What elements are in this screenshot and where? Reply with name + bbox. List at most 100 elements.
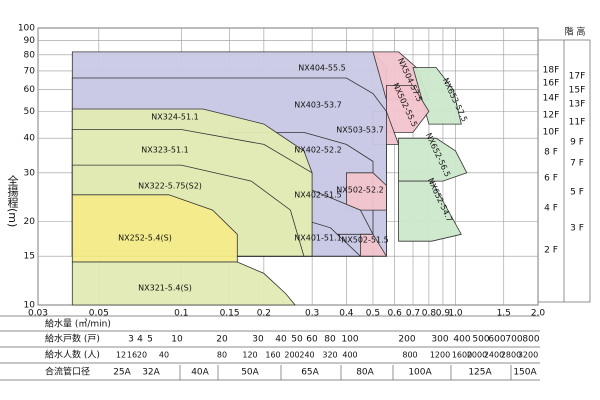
floor-label: 17F bbox=[569, 72, 586, 82]
pipe-label: 50A bbox=[241, 368, 259, 378]
x-tick-label: 0.5 bbox=[366, 309, 380, 319]
x-tick-label: 0.2 bbox=[257, 309, 271, 319]
x-tick-label: 2.0 bbox=[531, 309, 546, 319]
x-tick-label: 0.6 bbox=[387, 309, 402, 319]
people-label: 2400 bbox=[484, 351, 504, 360]
household-label: 800 bbox=[522, 335, 539, 345]
floor-label: 18F bbox=[543, 66, 560, 76]
floor-label: 15F bbox=[569, 86, 586, 96]
region-label: NX324-51.1 bbox=[151, 113, 198, 122]
floor-label: 12F bbox=[543, 111, 560, 121]
floor-label: 13F bbox=[569, 100, 586, 110]
region-label: NX404-55.5 bbox=[298, 64, 345, 73]
x-tick-label: 0.8 bbox=[422, 309, 437, 319]
people-label: 1600 bbox=[452, 351, 472, 360]
people-label: 120 bbox=[242, 351, 257, 360]
household-label: 20 bbox=[216, 335, 228, 345]
people-label: 2800 bbox=[501, 351, 521, 360]
region-label: NX502-52.2 bbox=[336, 186, 383, 195]
region-label: NX403-53.7 bbox=[294, 101, 341, 110]
y-tick-label: 80 bbox=[24, 50, 36, 60]
x-tick-label: 0.3 bbox=[305, 309, 319, 319]
region-label: NX323-51.1 bbox=[141, 146, 188, 155]
people-label: 20 bbox=[137, 351, 147, 360]
household-label: 50 bbox=[291, 335, 303, 345]
household-label: 5 bbox=[147, 335, 153, 345]
region-label: NX322-5.75(S2) bbox=[138, 182, 202, 191]
pipe-label: 32A bbox=[142, 368, 160, 378]
floor-label: 11F bbox=[569, 118, 586, 128]
household-label: 3 bbox=[128, 335, 134, 345]
pipe-label: 100A bbox=[408, 368, 432, 378]
household-label: 500 bbox=[472, 335, 489, 345]
floor-label: 16F bbox=[543, 79, 560, 89]
people-label: 16 bbox=[127, 351, 137, 360]
region-label: NX402-51.5 bbox=[294, 191, 341, 200]
x-tick-label: 1.0 bbox=[448, 309, 463, 319]
region-label: NX401-51.1 bbox=[294, 234, 341, 243]
y-tick-label: 20 bbox=[24, 217, 36, 227]
people-label: 400 bbox=[342, 351, 357, 360]
x-tick-label: 0.05 bbox=[89, 309, 109, 319]
row-label: 給水人数 (人) bbox=[45, 349, 100, 361]
household-label: 700 bbox=[505, 335, 522, 345]
floor-label: 2 F bbox=[544, 246, 558, 256]
household-label: 30 bbox=[252, 335, 264, 345]
row-label: 給水戸数 (戸) bbox=[45, 333, 100, 345]
region-label: NX252-5.4(S) bbox=[118, 234, 172, 243]
floor-label: 14F bbox=[543, 94, 560, 104]
people-label: 240 bbox=[299, 351, 314, 360]
household-label: 60 bbox=[306, 335, 318, 345]
household-label: 40 bbox=[275, 335, 287, 345]
x-tick-label: 0.03 bbox=[28, 309, 48, 319]
pump-region bbox=[398, 180, 462, 242]
household-label: 600 bbox=[488, 335, 505, 345]
people-label: 2000 bbox=[467, 351, 487, 360]
region-label: NX502-51.5 bbox=[341, 236, 388, 245]
pipe-label: 25A bbox=[113, 368, 131, 378]
y-tick-label: 10 bbox=[24, 301, 36, 311]
y-tick-label: 15 bbox=[24, 252, 35, 262]
floor-label: 5 F bbox=[570, 188, 584, 198]
y-axis-title: 全揚程(m) bbox=[6, 174, 19, 228]
people-label: 40 bbox=[159, 351, 169, 360]
region-label: NX503-53.7 bbox=[336, 126, 383, 135]
pipe-label: 80A bbox=[356, 368, 374, 378]
x-tick-label: 0.9 bbox=[436, 309, 451, 319]
y-tick-label: 70 bbox=[24, 66, 36, 76]
y-tick-label: 40 bbox=[24, 134, 36, 144]
household-label: 100 bbox=[341, 335, 358, 345]
x-tick-label: 0.7 bbox=[406, 309, 420, 319]
y-tick-label: 50 bbox=[24, 107, 36, 117]
people-label: 1200 bbox=[430, 351, 450, 360]
region-label: NX402-52.2 bbox=[294, 146, 341, 155]
y-tick-label: 60 bbox=[24, 85, 36, 95]
x-tick-label: 0.4 bbox=[339, 309, 354, 319]
x-tick-label: 1.5 bbox=[497, 309, 511, 319]
household-label: 200 bbox=[398, 335, 415, 345]
people-label: 160 bbox=[265, 351, 280, 360]
floor-label: 6 F bbox=[544, 174, 558, 184]
people-label: 12 bbox=[116, 351, 126, 360]
floor-label: 4 F bbox=[544, 204, 558, 214]
x-tick-label: 0.15 bbox=[220, 309, 240, 319]
household-label: 4 bbox=[137, 335, 143, 345]
pump-region bbox=[71, 261, 296, 306]
floor-label: 9 F bbox=[570, 138, 584, 148]
y-tick-label: 90 bbox=[24, 36, 36, 46]
row-label: 合流管口径 bbox=[45, 366, 90, 378]
x-tick-label: 0.1 bbox=[174, 309, 188, 319]
floor-label: 3 F bbox=[570, 224, 584, 234]
y-tick-label: 100 bbox=[18, 24, 35, 34]
floor-label: 10F bbox=[543, 128, 560, 138]
pipe-label: 125A bbox=[468, 368, 492, 378]
people-label: 80 bbox=[217, 351, 227, 360]
household-label: 80 bbox=[324, 335, 336, 345]
people-label: 200 bbox=[284, 351, 299, 360]
row-label: 給水量 (㎥/min) bbox=[45, 318, 111, 330]
household-label: 400 bbox=[453, 335, 470, 345]
pipe-label: 150A bbox=[513, 368, 537, 378]
household-label: 10 bbox=[171, 335, 183, 345]
floor-header: 階 高 bbox=[565, 26, 586, 38]
